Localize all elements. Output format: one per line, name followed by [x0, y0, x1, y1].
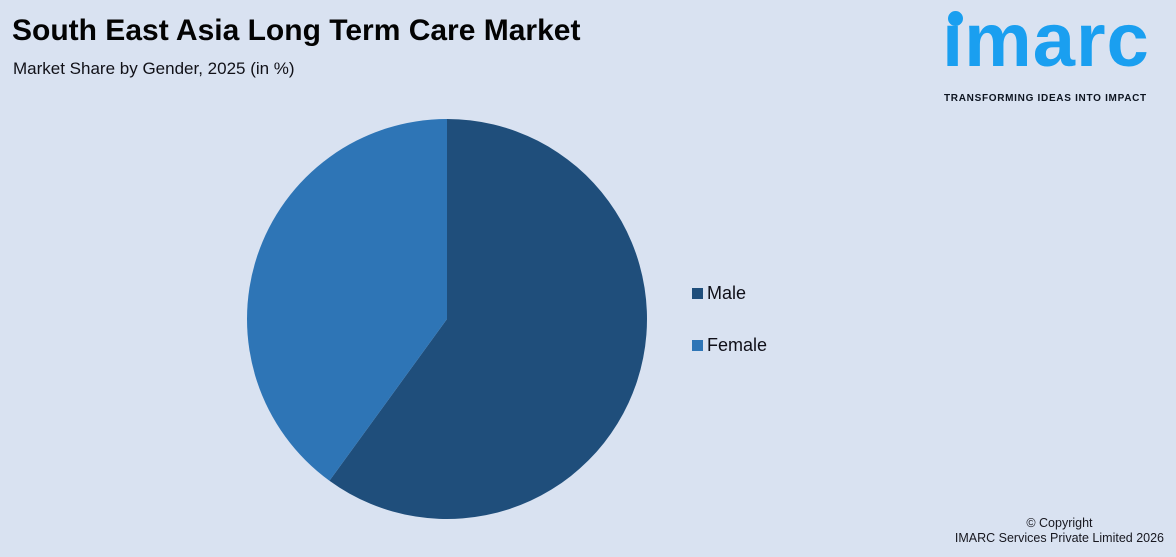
- copyright-line-1: © Copyright: [1026, 515, 1093, 530]
- pie-chart: [247, 119, 648, 519]
- page-title: South East Asia Long Term Care Market: [12, 14, 581, 47]
- legend-swatch-female-icon: [692, 339, 703, 351]
- logo-wordmark: ımarc: [942, 0, 1150, 83]
- imarc-logo: ımarc TRANSFORMING IDEAS INTO IMPACT: [942, 0, 1172, 108]
- logo-tagline: TRANSFORMING IDEAS INTO IMPACT: [944, 93, 1147, 104]
- legend-swatch-male-icon: [692, 287, 703, 299]
- legend-item-female: Female: [692, 335, 768, 355]
- legend-label-female: Female: [707, 335, 768, 355]
- copyright-line-2: IMARC Services Private Limited 2026: [954, 531, 1164, 546]
- legend-item-male: Male: [692, 283, 767, 303]
- pie-chart-area: [245, 117, 649, 521]
- copyright-notice: © Copyright IMARC Services Private Limit…: [955, 516, 1164, 547]
- logo-i-dot-icon: [948, 11, 963, 26]
- legend: Male Female: [692, 283, 768, 355]
- legend-label-male: Male: [707, 283, 747, 303]
- pie-slice-male: [329, 119, 648, 519]
- chart-subtitle: Market Share by Gender, 2025 (in %): [13, 59, 295, 78]
- pie-slice-female: [247, 119, 447, 481]
